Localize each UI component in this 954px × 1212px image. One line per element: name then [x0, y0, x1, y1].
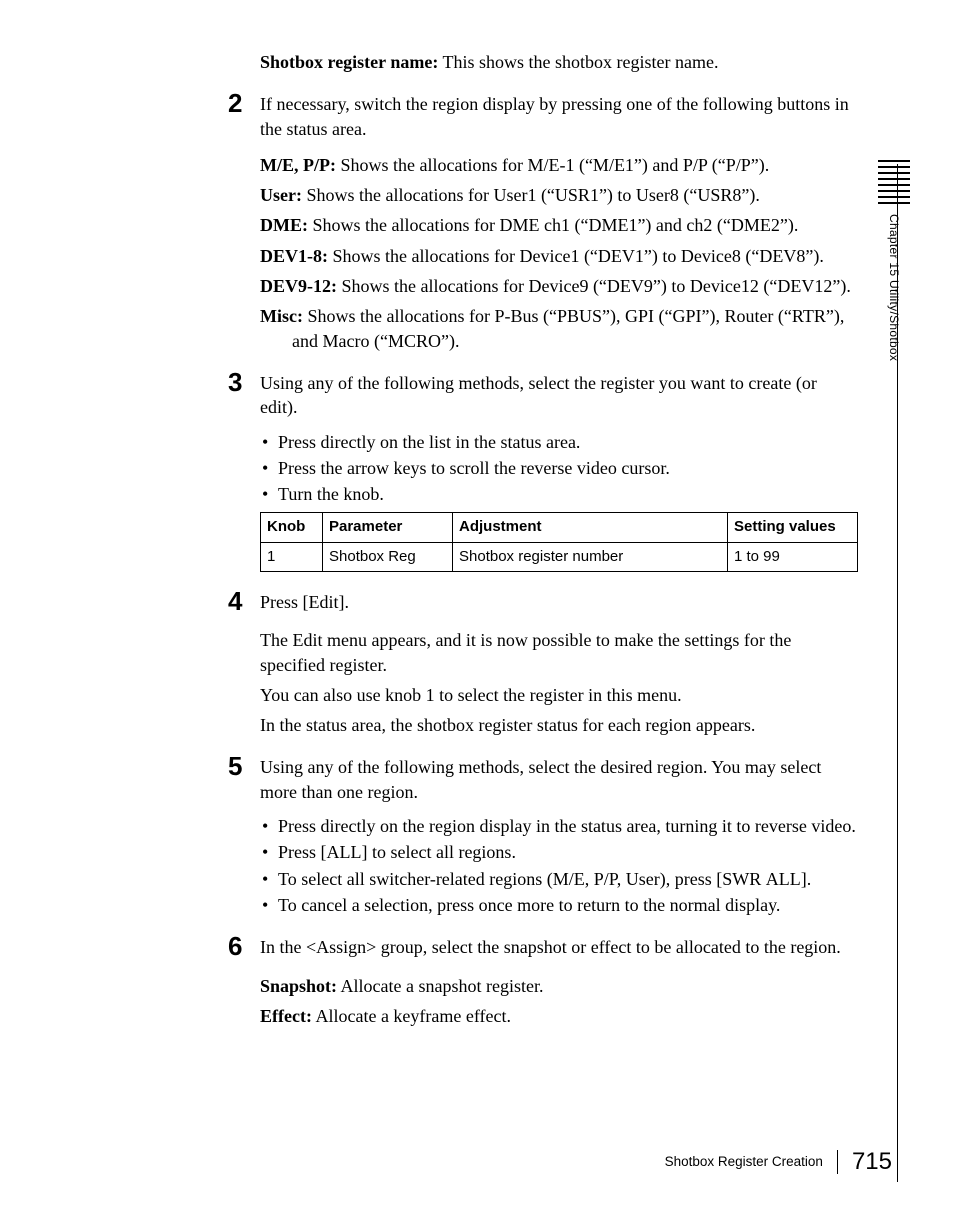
- step-6: 6 In the <Assign> group, select the snap…: [228, 935, 858, 1028]
- step-number: 4: [228, 584, 242, 619]
- footer-section-title: Shotbox Register Creation: [665, 1153, 837, 1171]
- margin-rule: [897, 164, 898, 1182]
- parameter-table: Knob Parameter Adjustment Setting values…: [260, 512, 858, 572]
- list-item: Press [ALL] to select all regions.: [260, 840, 858, 864]
- list-item: Press the arrow keys to scroll the rever…: [260, 456, 858, 480]
- sidebar-tab: Chapter 15 Utility/Shotbox: [874, 160, 914, 400]
- definition: Misc: Shows the allocations for P-Bus (“…: [260, 304, 858, 353]
- page-number: 715: [837, 1150, 892, 1174]
- intro-label: Shotbox register name:: [260, 52, 438, 72]
- page-footer: Shotbox Register Creation 715: [665, 1150, 892, 1174]
- step-2: 2 If necessary, switch the region displa…: [228, 92, 858, 353]
- step-3: 3 Using any of the following methods, se…: [228, 371, 858, 572]
- definition: M/E, P/P: Shows the allocations for M/E-…: [260, 153, 858, 177]
- step-paragraph: In the status area, the shotbox register…: [260, 713, 858, 737]
- chapter-label: Chapter 15 Utility/Shotbox: [886, 214, 902, 361]
- definition: DEV9-12: Shows the allocations for Devic…: [260, 274, 858, 298]
- table-cell: 1 to 99: [728, 542, 858, 571]
- step-body: In the <Assign> group, select the snapsh…: [260, 935, 858, 1028]
- table-header-row: Knob Parameter Adjustment Setting values: [261, 513, 858, 542]
- step-5: 5 Using any of the following methods, se…: [228, 755, 858, 917]
- step-number: 3: [228, 365, 242, 400]
- table-cell: 1: [261, 542, 323, 571]
- step-number: 2: [228, 86, 242, 121]
- list-item: To select all switcher-related regions (…: [260, 867, 858, 891]
- step-4: 4 Press [Edit]. The Edit menu appears, a…: [228, 590, 858, 737]
- step-paragraph: If necessary, switch the region display …: [260, 92, 858, 141]
- step-paragraph: The Edit menu appears, and it is now pos…: [260, 628, 858, 677]
- step-number: 5: [228, 749, 242, 784]
- step-paragraph: Press [Edit].: [260, 590, 858, 614]
- step-paragraph: Using any of the following methods, sele…: [260, 371, 858, 420]
- table-cell: Shotbox register number: [453, 542, 728, 571]
- step-body: Using any of the following methods, sele…: [260, 755, 858, 917]
- table-header: Knob: [261, 513, 323, 542]
- definition: Effect: Allocate a keyframe effect.: [260, 1004, 858, 1028]
- intro-paragraph: Shotbox register name: This shows the sh…: [260, 50, 858, 74]
- definition: DME: Shows the allocations for DME ch1 (…: [260, 213, 858, 237]
- list-item: Press directly on the list in the status…: [260, 430, 858, 454]
- bullet-list: Press directly on the region display in …: [260, 814, 858, 917]
- list-item: Turn the knob.: [260, 482, 858, 506]
- list-item: Press directly on the region display in …: [260, 814, 858, 838]
- intro-text: This shows the shotbox register name.: [438, 52, 718, 72]
- step-paragraph: Using any of the following methods, sele…: [260, 755, 858, 804]
- table-header: Adjustment: [453, 513, 728, 542]
- step-body: Press [Edit]. The Edit menu appears, and…: [260, 590, 858, 737]
- step-paragraph: You can also use knob 1 to select the re…: [260, 683, 858, 707]
- step-paragraph: In the <Assign> group, select the snapsh…: [260, 935, 858, 959]
- bullet-list: Press directly on the list in the status…: [260, 430, 858, 507]
- definition: Snapshot: Allocate a snapshot register.: [260, 974, 858, 998]
- definition-block: M/E, P/P: Shows the allocations for M/E-…: [260, 153, 858, 353]
- step-body: Using any of the following methods, sele…: [260, 371, 858, 572]
- thumb-index-bars: [878, 160, 910, 204]
- step-body: If necessary, switch the region display …: [260, 92, 858, 353]
- page-content: Shotbox register name: This shows the sh…: [228, 50, 858, 1046]
- definition: User: Shows the allocations for User1 (“…: [260, 183, 858, 207]
- table-row: 1 Shotbox Reg Shotbox register number 1 …: [261, 542, 858, 571]
- definition: DEV1-8: Shows the allocations for Device…: [260, 244, 858, 268]
- table-cell: Shotbox Reg: [323, 542, 453, 571]
- list-item: To cancel a selection, press once more t…: [260, 893, 858, 917]
- table-header: Setting values: [728, 513, 858, 542]
- table-header: Parameter: [323, 513, 453, 542]
- step-number: 6: [228, 929, 242, 964]
